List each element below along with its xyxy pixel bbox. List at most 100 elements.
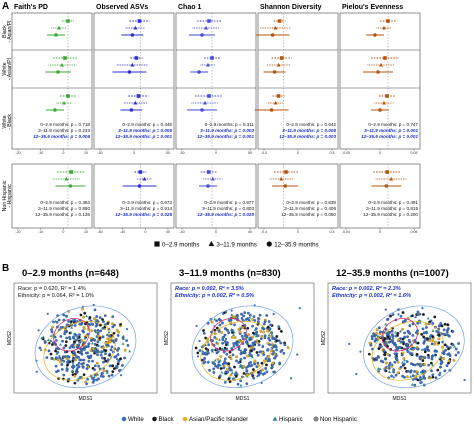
scatter-point	[457, 342, 460, 345]
scatter-point	[95, 323, 99, 327]
estimate-marker	[276, 62, 281, 67]
scatter-point	[54, 339, 58, 342]
y-axis-label-group: MDS2	[164, 331, 170, 345]
x-tick-label: 0.5	[330, 151, 335, 155]
scatter-point-outlier	[399, 330, 402, 333]
scatter-point	[73, 381, 77, 385]
scatter-point	[446, 333, 450, 337]
scatter-point	[251, 318, 255, 321]
scatter-point	[223, 327, 227, 330]
scatter-point	[390, 374, 393, 378]
scatter-point	[119, 323, 122, 326]
scatter-point	[390, 329, 394, 333]
scatter-point	[64, 344, 68, 347]
scatter-point-hispanic	[49, 334, 53, 337]
scatter-point-hispanic	[94, 330, 98, 334]
scatter-point	[437, 341, 441, 345]
scatter-point-outlier	[256, 375, 259, 378]
x-tick-label: 0.04	[411, 230, 418, 234]
estimate-marker	[136, 94, 141, 98]
forest-panel-frame	[93, 163, 175, 229]
scatter-point-hispanic	[270, 333, 274, 336]
estimate-marker	[277, 19, 282, 23]
p-value-ethnicity: 0–2.9 months: p = 0.839	[286, 200, 336, 205]
p-value-ethnicity: 3–11.9 months: p = 0.914	[120, 206, 172, 211]
scatter-point	[408, 324, 412, 328]
scatter-point	[112, 367, 116, 370]
group-legend-label: Black	[159, 416, 175, 423]
scatter-point	[277, 339, 281, 343]
scatter-point-outlier	[97, 344, 100, 348]
legend-marker-triangle	[208, 240, 215, 247]
scatter-point	[422, 331, 426, 335]
scatter-point	[243, 356, 246, 360]
scatter-point	[72, 350, 76, 354]
legend-swatch-dot	[152, 416, 157, 422]
estimate-marker	[133, 25, 138, 30]
scatter-point	[107, 374, 111, 378]
scatter-point	[379, 359, 383, 363]
scatter-point	[50, 328, 53, 332]
estimate-marker	[142, 176, 147, 181]
scatter-point	[251, 335, 255, 339]
scatter-point	[87, 359, 91, 363]
estimate-marker	[284, 170, 288, 174]
legend-swatch-dot	[313, 416, 319, 422]
scatter-point-hispanic	[39, 348, 43, 351]
scatter-stat-ethnicity: Ethnicity: p = 0.064, R² = 1.0%	[18, 293, 94, 299]
scatter-point	[228, 350, 232, 354]
scatter-point-hispanic	[218, 363, 222, 367]
scatter-point	[237, 327, 241, 331]
scatter-point	[61, 339, 64, 343]
x-tick-label: 0	[297, 230, 299, 234]
scatter-point	[439, 322, 443, 325]
forest-panel-frame	[11, 163, 93, 229]
scatter-point-hispanic	[109, 355, 113, 359]
scatter-point	[431, 375, 435, 379]
scatter-point	[243, 351, 247, 355]
scatter-point	[374, 357, 378, 360]
scatter-point	[423, 356, 427, 360]
scatter-point	[265, 314, 269, 317]
scatter-point	[75, 363, 79, 367]
scatter-point	[111, 364, 115, 368]
legend-marker-circle	[266, 241, 272, 247]
scatter-point	[235, 343, 239, 347]
scatter-point	[111, 315, 115, 319]
estimate-marker	[137, 184, 142, 188]
p-value-race: 3–11.9 months: p = 0.006	[282, 128, 336, 133]
scatter-point	[447, 359, 451, 363]
scatter-point-hispanic	[410, 383, 414, 386]
scatter-point	[62, 346, 66, 350]
x-tick-label: -0.5	[261, 151, 267, 155]
scatter-point	[406, 369, 410, 373]
scatter-point	[253, 359, 257, 363]
scatter-point	[62, 359, 66, 363]
scatter-point-hispanic	[64, 354, 68, 358]
x-tick-label: 0.4	[330, 230, 335, 234]
scatter-point	[223, 333, 227, 337]
scatter-point	[419, 376, 422, 379]
scatter-point-outlier	[348, 342, 351, 346]
p-value-race: 0–2.9 months: p = 0.642	[286, 122, 336, 127]
scatter-point	[445, 345, 449, 348]
scatter-point	[224, 370, 228, 374]
scatter-point	[431, 335, 435, 339]
scatter-point	[96, 328, 100, 332]
scatter-point	[96, 353, 99, 357]
scatter-point-hispanic	[232, 376, 236, 379]
scatter-point	[66, 355, 70, 358]
scatter-point	[60, 368, 64, 371]
scatter-point	[72, 335, 75, 339]
scatter-point	[47, 349, 51, 353]
scatter-point	[213, 328, 217, 332]
scatter-point	[87, 342, 91, 346]
scatter-point	[94, 350, 98, 354]
scatter-point-hispanic	[65, 366, 69, 369]
scatter-point	[85, 382, 89, 386]
legend-marker-square	[154, 241, 160, 247]
scatter-point	[228, 380, 232, 384]
scatter-point	[410, 362, 413, 366]
estimate-marker	[203, 100, 207, 105]
scatter-point	[420, 332, 424, 336]
